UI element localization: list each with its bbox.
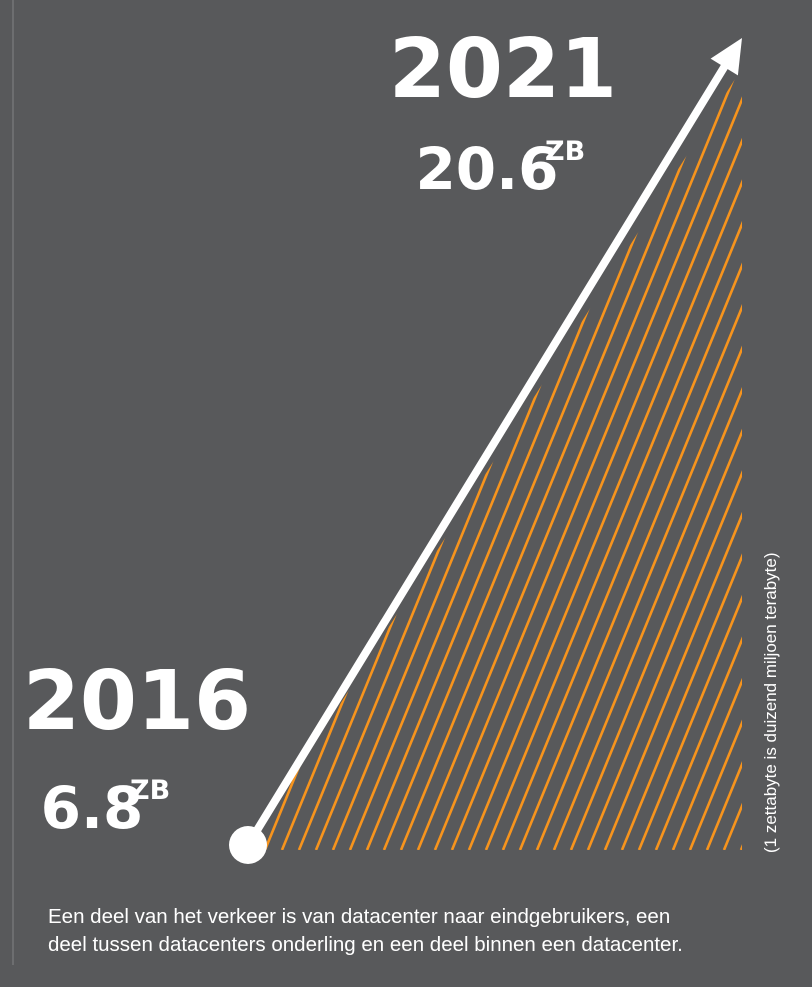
hatch-stripe (552, 68, 742, 850)
hatch-stripe (792, 0, 812, 850)
start-value-label: 6.8 (41, 774, 144, 842)
hatch-stripe (637, 68, 742, 850)
caption-line: Een deel van het verkeer is van datacent… (48, 905, 671, 928)
growth-arrow-head (710, 38, 742, 76)
hatch-stripe (433, 68, 742, 850)
growth-chart: 2021 20.6 ZB 2016 6.8 ZB (23, 0, 812, 864)
end-unit-label: ZB (545, 136, 585, 167)
growth-arrow-line (244, 59, 731, 849)
hatch-stripe (314, 68, 742, 850)
hatch-stripe (467, 68, 742, 850)
start-unit-label: ZB (130, 775, 170, 806)
start-point-marker (229, 826, 267, 864)
caption-line: deel tussen datacenters onderling en een… (48, 933, 683, 956)
hatch-stripe (382, 68, 742, 850)
hatch-stripe (535, 68, 742, 850)
zettabyte-note: (1 zettabyte is duizend miljoen terabyte… (761, 552, 780, 854)
hatch-stripe (484, 68, 742, 850)
start-year-label: 2016 (23, 654, 251, 749)
end-value-label: 20.6 (415, 135, 558, 203)
end-year-label: 2021 (389, 22, 617, 117)
hatch-stripe (416, 68, 742, 850)
hatch-stripe (586, 68, 742, 850)
caption: Een deel van het verkeer is van datacent… (48, 903, 798, 959)
hatch-stripe (501, 68, 742, 850)
hatch-stripe (518, 68, 742, 850)
hatch-stripe (450, 68, 742, 850)
left-divider (12, 0, 14, 965)
hatch-stripe (620, 68, 742, 850)
hatch-stripe (399, 68, 742, 850)
hatch-stripe (654, 68, 742, 850)
hatch-stripe (603, 68, 742, 850)
hatch-stripe (569, 68, 742, 850)
